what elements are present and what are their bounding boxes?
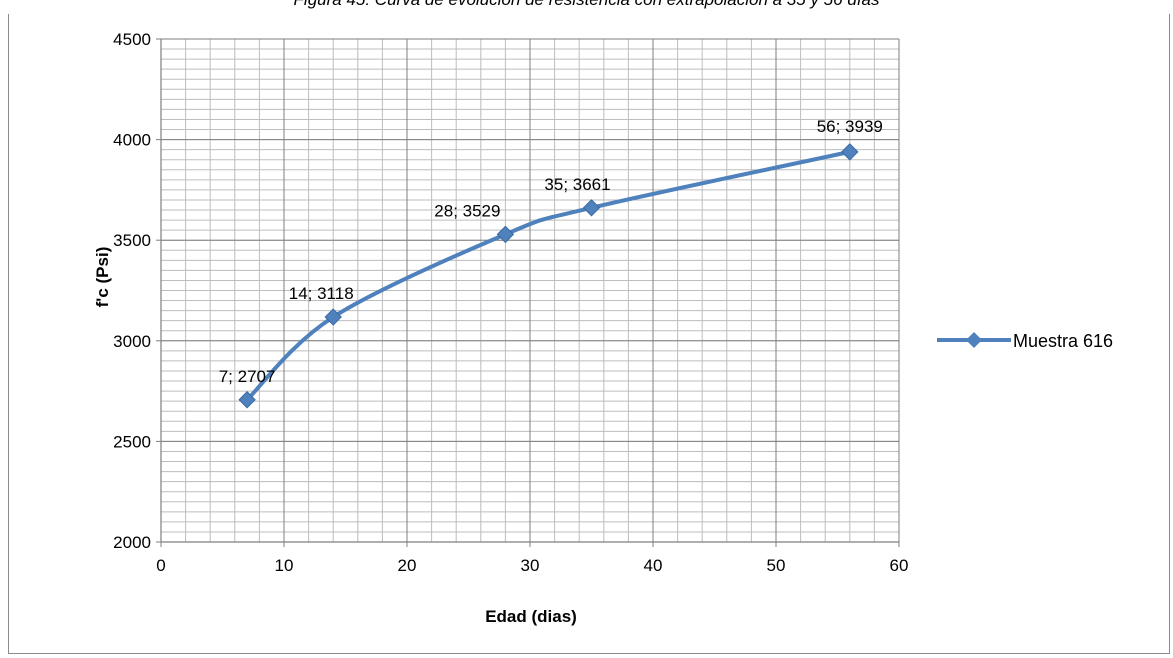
data-label: 56; 3939 bbox=[817, 117, 883, 136]
x-tick-label: 0 bbox=[156, 556, 165, 575]
x-tick-label: 60 bbox=[890, 556, 909, 575]
x-tick-label: 50 bbox=[767, 556, 786, 575]
data-point-marker bbox=[496, 225, 515, 244]
data-label: 7; 2707 bbox=[219, 367, 276, 386]
y-tick-label: 3000 bbox=[113, 332, 151, 351]
chart-title: Figura 45: Curva de evolución de resiste… bbox=[0, 0, 1173, 10]
data-label: 28; 3529 bbox=[434, 201, 500, 220]
data-point-marker bbox=[841, 143, 859, 161]
legend: Muestra 616 bbox=[937, 331, 1113, 351]
tick-labels: 0 10 20 30 40 50 60 2000 2500 3000 3500 4000 4500 bbox=[113, 30, 908, 575]
chart-frame bbox=[8, 14, 1170, 654]
x-axis-title: Edad (dias) bbox=[485, 607, 577, 626]
y-tick-label: 4000 bbox=[113, 131, 151, 150]
data-point-marker bbox=[238, 391, 256, 409]
data-point-marker bbox=[582, 199, 601, 217]
y-tick-label: 2000 bbox=[113, 533, 151, 552]
y-tick-label: 4500 bbox=[113, 30, 151, 49]
y-tick-label: 3500 bbox=[113, 231, 151, 250]
axes bbox=[156, 38, 900, 547]
legend-label: Muestra 616 bbox=[1013, 331, 1113, 351]
data-labels: 7; 2707 14; 3118 28; 3529 35; 3661 56; 3939 bbox=[219, 117, 883, 386]
data-label: 14; 3118 bbox=[289, 284, 354, 303]
grid-lines bbox=[160, 38, 900, 543]
data-label: 35; 3661 bbox=[544, 175, 610, 194]
series-group bbox=[238, 143, 859, 409]
data-point-marker bbox=[324, 308, 342, 326]
x-tick-label: 30 bbox=[521, 556, 540, 575]
x-tick-label: 10 bbox=[275, 556, 294, 575]
x-tick-label: 40 bbox=[644, 556, 663, 575]
x-tick-label: 20 bbox=[398, 556, 417, 575]
y-tick-label: 2500 bbox=[113, 432, 151, 451]
legend-marker bbox=[966, 332, 982, 348]
y-axis-title: f'c (Psi) bbox=[93, 247, 112, 308]
